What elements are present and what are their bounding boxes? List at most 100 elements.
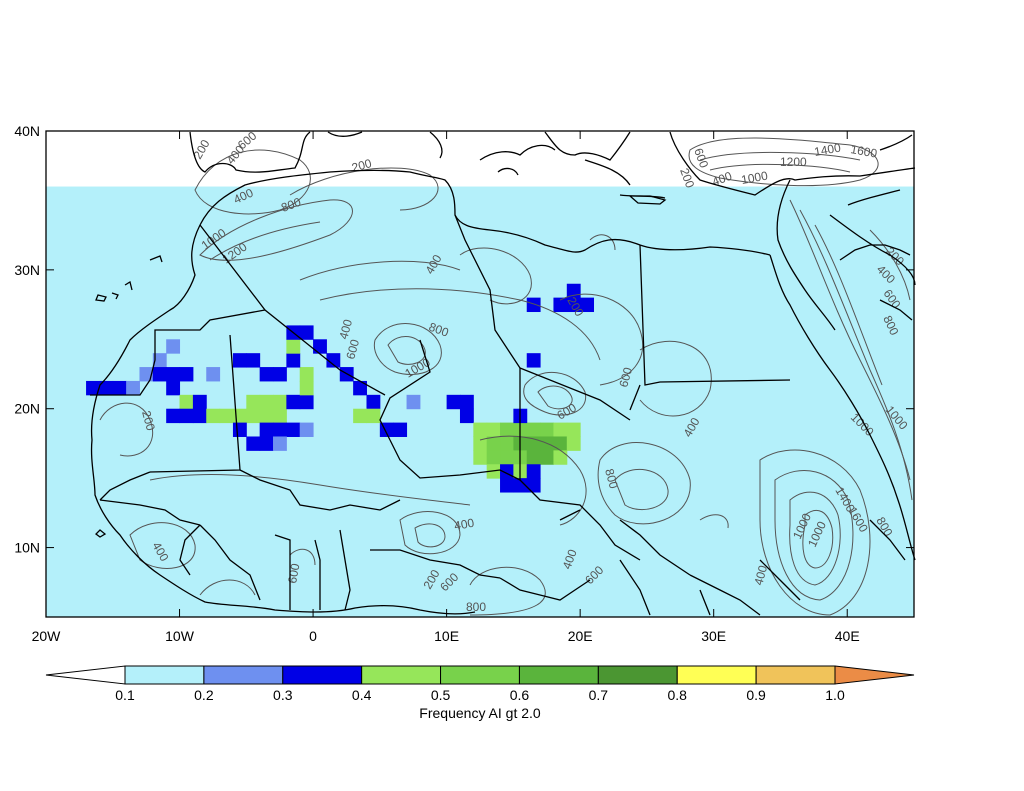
frequency-cell bbox=[246, 408, 261, 424]
svg-text:200: 200 bbox=[190, 137, 212, 162]
frequency-cell bbox=[259, 367, 274, 382]
colorbar-box bbox=[518, 665, 599, 685]
x-tick-label: 10E bbox=[434, 628, 459, 644]
frequency-cell bbox=[166, 380, 181, 396]
frequency-cell bbox=[446, 394, 461, 410]
frequency-cell bbox=[540, 422, 554, 437]
frequency-cell bbox=[566, 436, 581, 451]
frequency-cell bbox=[179, 394, 194, 410]
frequency-cell bbox=[86, 380, 100, 396]
colorbar-level-label: 0.1 bbox=[115, 687, 135, 703]
frequency-cell bbox=[580, 297, 595, 313]
frequency-cell bbox=[152, 367, 167, 382]
frequency-grid bbox=[46, 186, 914, 618]
svg-text:400: 400 bbox=[751, 563, 770, 586]
colorbar-level-label: 0.3 bbox=[273, 687, 293, 703]
colorbar-low-triangle bbox=[45, 665, 126, 685]
frequency-cell bbox=[500, 422, 514, 437]
frequency-cell bbox=[500, 436, 514, 451]
colorbar-level-label: 0.5 bbox=[431, 687, 451, 703]
frequency-cell bbox=[459, 408, 474, 424]
x-tick-label: 10W bbox=[165, 628, 195, 644]
frequency-cell bbox=[286, 353, 301, 368]
frequency-cell bbox=[473, 450, 488, 465]
svg-text:800: 800 bbox=[427, 320, 451, 340]
svg-text:200: 200 bbox=[139, 409, 158, 432]
frequency-cell bbox=[246, 436, 261, 451]
colorbar-level-label: 0.6 bbox=[510, 687, 530, 703]
colorbar-box bbox=[361, 665, 442, 685]
frequency-cell bbox=[286, 422, 301, 437]
frequency-cell bbox=[273, 422, 287, 437]
frequency-cell bbox=[99, 380, 114, 396]
frequency-cell bbox=[526, 450, 541, 465]
svg-text:1000: 1000 bbox=[740, 168, 769, 186]
x-tick-label: 30E bbox=[701, 628, 726, 644]
svg-text:400: 400 bbox=[336, 317, 355, 340]
svg-text:600: 600 bbox=[343, 337, 362, 360]
colorbar-level-label: 0.9 bbox=[746, 687, 766, 703]
frequency-cell bbox=[232, 422, 247, 437]
frequency-cell bbox=[406, 394, 421, 410]
colorbar-level-label: 0.8 bbox=[667, 687, 687, 703]
colorbar-box bbox=[597, 665, 678, 685]
frequency-cell bbox=[219, 408, 234, 424]
frequency-cell bbox=[286, 394, 301, 410]
frequency-cell bbox=[353, 380, 367, 396]
svg-text:400: 400 bbox=[560, 547, 580, 571]
frequency-cell bbox=[540, 450, 554, 465]
colorbar-high-triangle bbox=[834, 665, 915, 685]
colorbar-box bbox=[203, 665, 284, 685]
frequency-cell bbox=[192, 394, 207, 410]
x-tick-label: 40E bbox=[835, 628, 860, 644]
coastlines-and-borders bbox=[90, 131, 916, 616]
frequency-cell bbox=[259, 394, 274, 410]
frequency-cell bbox=[112, 380, 127, 396]
frequency-cell bbox=[273, 394, 287, 410]
colorbar-box bbox=[282, 665, 363, 685]
frequency-cell bbox=[299, 422, 314, 437]
frequency-cell bbox=[166, 367, 181, 382]
frequency-cell bbox=[486, 436, 501, 451]
frequency-cell bbox=[526, 422, 541, 437]
svg-text:1200: 1200 bbox=[780, 155, 807, 169]
frequency-cell bbox=[232, 353, 247, 368]
frequency-cell bbox=[566, 297, 581, 313]
frequency-cell bbox=[353, 408, 367, 424]
colorbar-level-label: 0.2 bbox=[194, 687, 214, 703]
frequency-cell bbox=[473, 422, 488, 437]
frequency-cell bbox=[259, 408, 274, 424]
frequency-cell bbox=[166, 339, 181, 354]
svg-text:600: 600 bbox=[691, 146, 711, 170]
colorbar-box bbox=[676, 665, 757, 685]
x-tick-label: 0 bbox=[309, 628, 317, 644]
plot-frame bbox=[45, 130, 915, 618]
colorbar-box bbox=[440, 665, 520, 685]
frequency-cell bbox=[459, 394, 474, 410]
frequency-cell bbox=[139, 367, 154, 382]
y-tick-label: 40N bbox=[14, 123, 40, 139]
frequency-cell bbox=[500, 450, 514, 465]
frequency-cell bbox=[299, 367, 314, 382]
frequency-cell bbox=[473, 436, 488, 451]
frequency-cell bbox=[152, 353, 167, 368]
x-tick-label: 20W bbox=[32, 628, 62, 644]
frequency-cell bbox=[553, 450, 568, 465]
frequency-cell bbox=[299, 394, 314, 410]
frequency-cell bbox=[366, 408, 381, 424]
y-tick-label: 10N bbox=[14, 540, 40, 556]
colorbar-title: Frequency AI gt 2.0 bbox=[419, 705, 541, 721]
frequency-cell bbox=[179, 408, 194, 424]
frequency-cell bbox=[246, 353, 261, 368]
frequency-cell bbox=[526, 478, 541, 493]
frequency-cell bbox=[486, 422, 501, 437]
svg-text:1400: 1400 bbox=[813, 140, 842, 158]
frequency-cell bbox=[313, 339, 327, 354]
frequency-cell bbox=[259, 436, 274, 451]
svg-text:800: 800 bbox=[602, 467, 621, 490]
y-tick-label: 20N bbox=[14, 401, 40, 417]
frequency-cell bbox=[286, 339, 301, 354]
frequency-cell bbox=[526, 464, 541, 479]
y-tick-label: 30N bbox=[14, 262, 40, 278]
frequency-cell bbox=[246, 394, 261, 410]
